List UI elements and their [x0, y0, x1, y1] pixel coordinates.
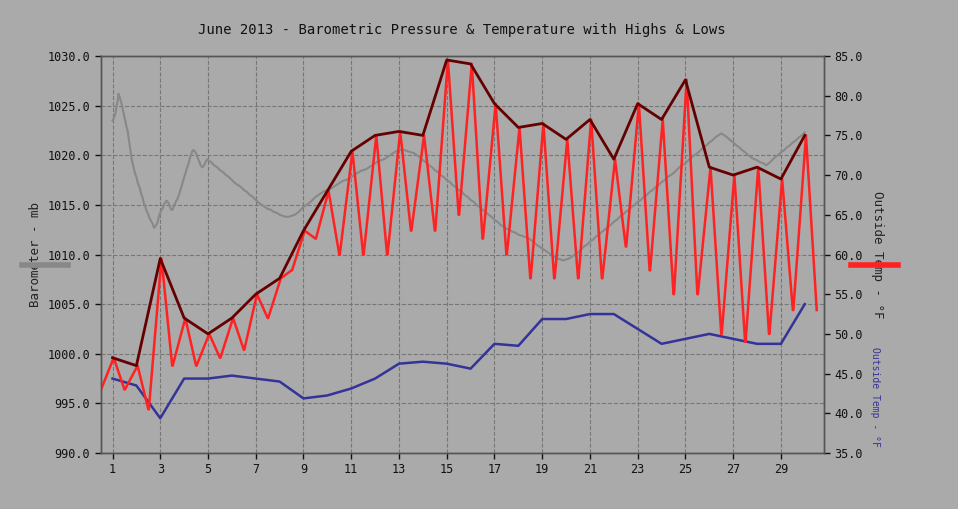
Text: Outside Temp - °F: Outside Temp - °F	[870, 347, 879, 447]
Text: June 2013 - Barometric Pressure & Temperature with Highs & Lows: June 2013 - Barometric Pressure & Temper…	[198, 23, 726, 37]
Y-axis label: Barometer - mb: Barometer - mb	[29, 202, 42, 307]
Y-axis label: Outside Temp - °F: Outside Temp - °F	[871, 191, 883, 318]
